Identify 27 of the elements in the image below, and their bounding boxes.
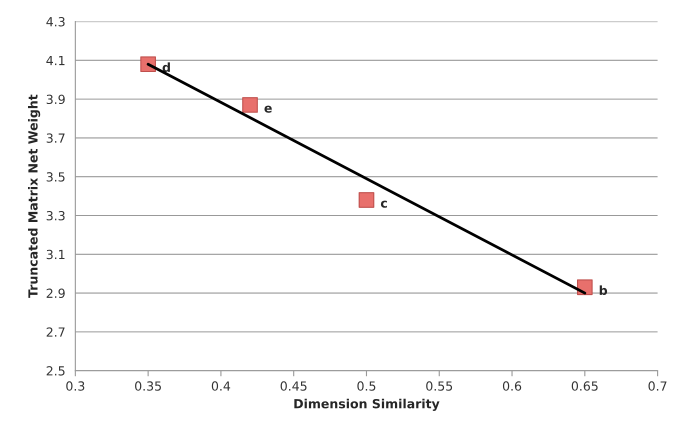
y-tick-label: 3.1 [46,250,64,260]
x-tick-label: 0.5 [357,381,376,391]
x-tick-label: 0.55 [426,381,452,391]
x-tick-label: 0.7 [648,381,666,391]
x-tick-label: 0.35 [135,381,161,391]
x-axis-title: Dimension Similarity [294,398,440,411]
x-tick-label: 0.3 [66,381,84,391]
y-axis-title: Truncated Matrix Net Weight [28,94,40,298]
x-tick-label: 0.6 [502,381,522,391]
x-tick-label: 0.4 [212,381,230,391]
y-tick-label: 3.9 [46,94,65,104]
x-tick-label: 0.65 [572,381,598,391]
y-tick-label: 4.1 [46,56,64,66]
x-tick-label: 0.45 [280,381,307,391]
y-tick-label: 3.5 [46,172,65,182]
y-tick-label: 2.9 [46,288,65,298]
point [242,97,258,113]
annotation: d [162,62,170,72]
y-tick-label: 4.3 [46,17,65,26]
y-tick-label: 3.7 [46,133,65,143]
annotation: c [380,200,387,208]
annotation: b [600,285,608,296]
y-tick-label: 3.3 [46,210,65,220]
point [358,192,374,208]
y-tick-label: 2.5 [46,366,65,376]
annotation: e [264,106,272,113]
y-tick-label: 2.7 [46,327,65,337]
